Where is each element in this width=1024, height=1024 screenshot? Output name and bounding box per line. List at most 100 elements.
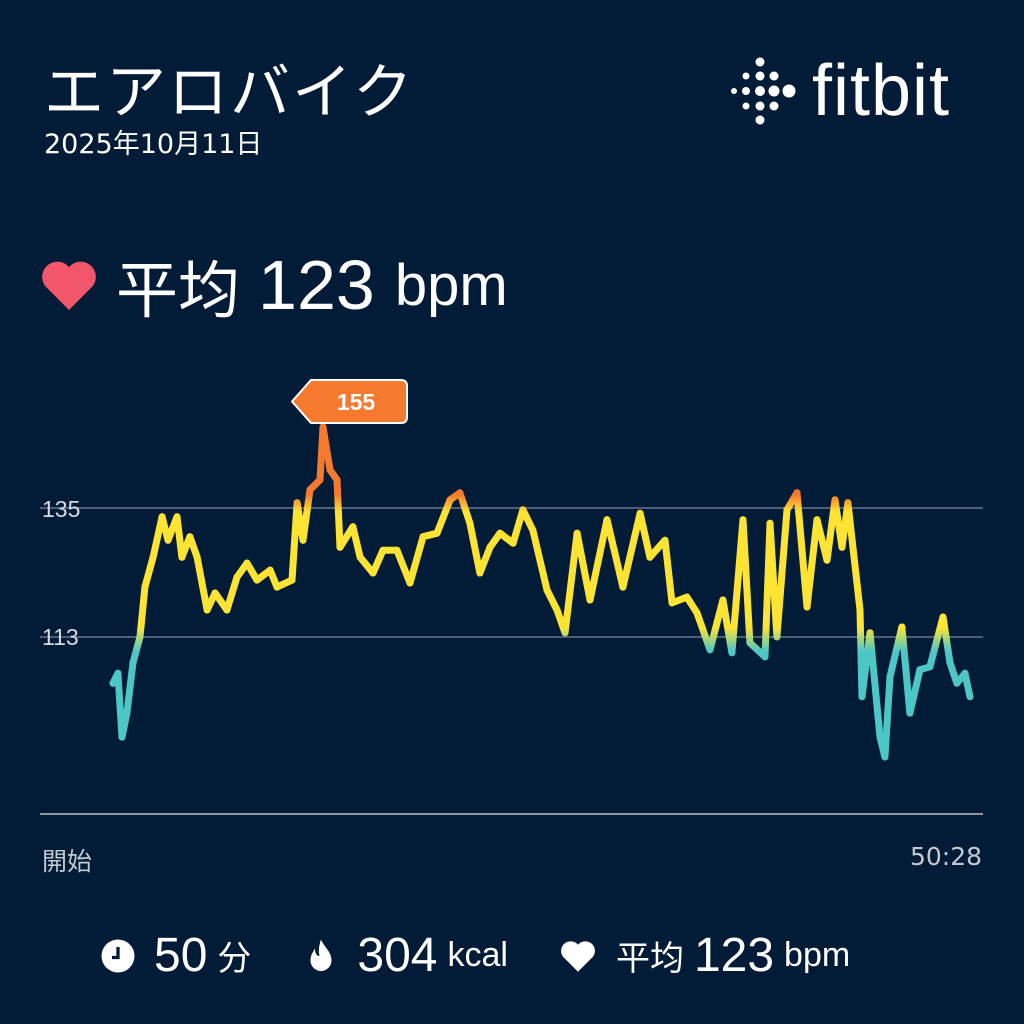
- heart-rate-point: [476, 569, 484, 577]
- y-tick-113: 113: [42, 624, 79, 650]
- heart-rate-point: [906, 709, 914, 717]
- heart-rate-point: [866, 629, 874, 637]
- heart-rate-point: [118, 733, 126, 741]
- calories-value: 304: [357, 929, 438, 982]
- footer-average-value: 123: [693, 929, 775, 982]
- heart-rate-point: [456, 489, 464, 497]
- heart-rate-point: [306, 486, 314, 494]
- heart-rate-point: [881, 753, 889, 761]
- heart-rate-point: [831, 496, 839, 504]
- heart-rate-point: [603, 516, 611, 524]
- average-heart-rate: 平均 123 bpm: [40, 240, 508, 330]
- heart-rate-point: [953, 679, 961, 687]
- heart-rate-point: [636, 509, 644, 517]
- average-unit: bpm: [394, 252, 508, 318]
- clock-icon: [101, 939, 135, 972]
- heart-rate-point: [706, 646, 714, 654]
- heart-rate-point: [266, 566, 274, 574]
- heart-rate-point: [379, 546, 387, 554]
- heart-rate-point: [293, 499, 301, 507]
- heart-rate-point: [961, 669, 969, 677]
- heart-rate-point: [326, 466, 334, 474]
- heart-rate-point: [333, 476, 341, 484]
- heart-rate-point: [926, 663, 934, 671]
- heart-rate-point: [886, 673, 894, 681]
- heart-icon: [42, 261, 96, 310]
- heart-rate-point: [519, 506, 527, 514]
- heart-rate-point: [419, 533, 427, 541]
- heart-rate-point: [661, 536, 669, 544]
- heart-rate-point: [369, 569, 377, 577]
- heart-rate-point: [946, 659, 954, 667]
- heart-rate-point: [553, 606, 561, 614]
- heart-rate-point: [739, 516, 747, 524]
- heart-rate-point: [273, 583, 281, 591]
- heart-rate-point: [619, 583, 627, 591]
- heart-rate-point: [356, 553, 364, 561]
- heart-rate-point: [761, 653, 769, 661]
- heart-rate-point: [496, 529, 504, 537]
- heart-rate-point: [646, 553, 654, 561]
- heart-rate-point: [773, 633, 781, 641]
- heart-rate-point: [803, 603, 811, 611]
- heart-rate-point: [793, 489, 801, 497]
- heart-rate-point: [319, 423, 327, 431]
- heart-rate-point: [203, 606, 211, 614]
- fitbit-logo: fitbit: [730, 55, 950, 127]
- heart-rate-point: [939, 613, 947, 621]
- heart-rate-point: [336, 543, 344, 551]
- heart-rate-point: [783, 506, 791, 514]
- fitbit-dots-icon: [731, 57, 796, 125]
- heart-rate-point: [316, 476, 324, 484]
- heart-rate-point: [149, 553, 157, 561]
- heart-rate-point: [876, 733, 884, 741]
- heart-rate-point: [433, 529, 441, 537]
- calories-unit: kcal: [447, 936, 508, 974]
- x-label-start: 開始: [42, 847, 93, 876]
- heart-rate-point: [856, 606, 864, 614]
- heart-rate-point: [844, 499, 852, 507]
- heart-rate-point: [114, 669, 122, 677]
- heart-rate-line: [109, 423, 974, 761]
- duration-unit: 分: [217, 940, 252, 978]
- peak-tooltip: [291, 379, 408, 424]
- heart-rate-point: [838, 543, 846, 551]
- heart-rate-point: [186, 533, 194, 541]
- heart-rate-point: [586, 596, 594, 604]
- heart-rate-point: [136, 633, 144, 641]
- heart-rate-point: [223, 606, 231, 614]
- heart-rate-point: [446, 496, 454, 504]
- exercise-date: 2025年10月11日: [44, 129, 263, 160]
- heart-rate-point: [158, 513, 166, 521]
- heart-rate-point: [561, 629, 569, 637]
- duration-value: 50: [154, 929, 208, 982]
- heart-rate-point: [164, 536, 172, 544]
- heart-rate-point: [123, 709, 131, 717]
- heart-rate-point: [509, 539, 517, 547]
- heart-rate-point: [529, 526, 537, 534]
- heart-rate-point: [141, 583, 149, 591]
- exercise-title: エアロバイク: [44, 58, 415, 128]
- heart-rate-point: [193, 553, 201, 561]
- heart-rate-point: [543, 586, 551, 594]
- heart-rate-point: [178, 553, 186, 561]
- heart-rate-point: [243, 559, 251, 567]
- heart-rate-point: [746, 639, 754, 647]
- fitbit-wordmark: fitbit: [812, 51, 951, 131]
- heart-rate-point: [668, 599, 676, 607]
- stats-footer: 50 分 304 kcal 平均 123 bpm: [100, 928, 850, 983]
- heart-rate-point: [109, 679, 117, 687]
- heart-rate-point: [211, 589, 219, 597]
- average-value: 123: [258, 246, 375, 324]
- heart-rate-point: [233, 573, 241, 581]
- x-label-end: 50:28: [909, 842, 982, 871]
- heart-rate-point: [129, 659, 137, 667]
- heart-rate-point: [813, 516, 821, 524]
- heart-rate-point: [766, 519, 774, 527]
- heart-icon: [561, 940, 595, 972]
- heart-rate-point: [898, 623, 906, 631]
- peak-value: 155: [336, 389, 376, 415]
- average-label: 平均: [116, 254, 241, 327]
- flame-icon: [310, 939, 332, 971]
